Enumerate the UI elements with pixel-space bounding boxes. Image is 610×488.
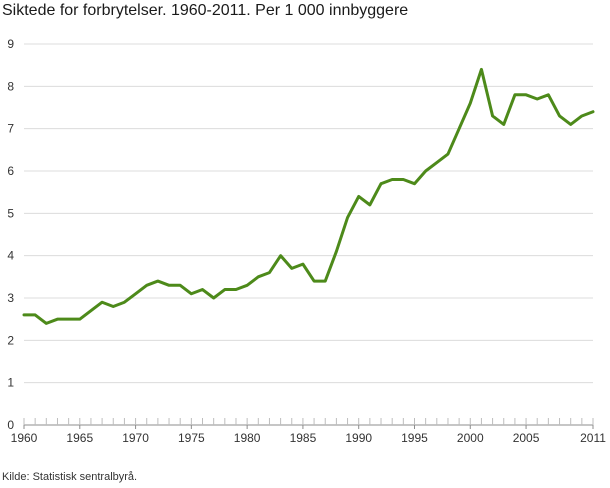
y-tick-label: 6 xyxy=(7,164,14,178)
y-tick-label: 4 xyxy=(7,249,14,263)
source-note: Kilde: Statistisk sentralbyrå. xyxy=(2,471,138,483)
y-tick-label: 0 xyxy=(7,418,14,432)
x-tick-label: 1970 xyxy=(122,431,149,445)
grid-lines xyxy=(24,43,593,426)
x-tick-label: 2000 xyxy=(457,431,484,445)
x-tick-label: 1995 xyxy=(401,431,428,445)
x-tick-label: 2005 xyxy=(513,431,540,445)
x-tick-label: 1965 xyxy=(66,431,93,445)
y-tick-label: 9 xyxy=(7,37,14,51)
series-group xyxy=(22,67,595,325)
x-tick-label: 1990 xyxy=(345,431,372,445)
y-tick-label: 5 xyxy=(7,206,14,220)
x-tick-label: 1960 xyxy=(11,431,38,445)
x-tick-label: 1985 xyxy=(290,431,317,445)
x-tick-label: 2011 xyxy=(580,431,606,445)
y-tick-label: 1 xyxy=(7,376,14,390)
x-axis: 1960 1965 1970 1975 1980 1985 1990 1995 2000 2005… xyxy=(11,418,606,445)
x-tick-label: 1975 xyxy=(178,431,205,445)
chart-title: Siktede for forbrytelser. 1960-2011. Per… xyxy=(2,2,409,19)
y-tick-label: 8 xyxy=(7,79,14,93)
series-line xyxy=(22,67,595,325)
y-tick-label: 2 xyxy=(7,333,14,347)
x-tick-label: 1980 xyxy=(234,431,261,445)
y-axis: 0 1 2 3 4 5 6 7 8 9 xyxy=(7,37,14,432)
y-tick-label: 7 xyxy=(7,122,14,136)
y-tick-label: 3 xyxy=(7,291,14,305)
